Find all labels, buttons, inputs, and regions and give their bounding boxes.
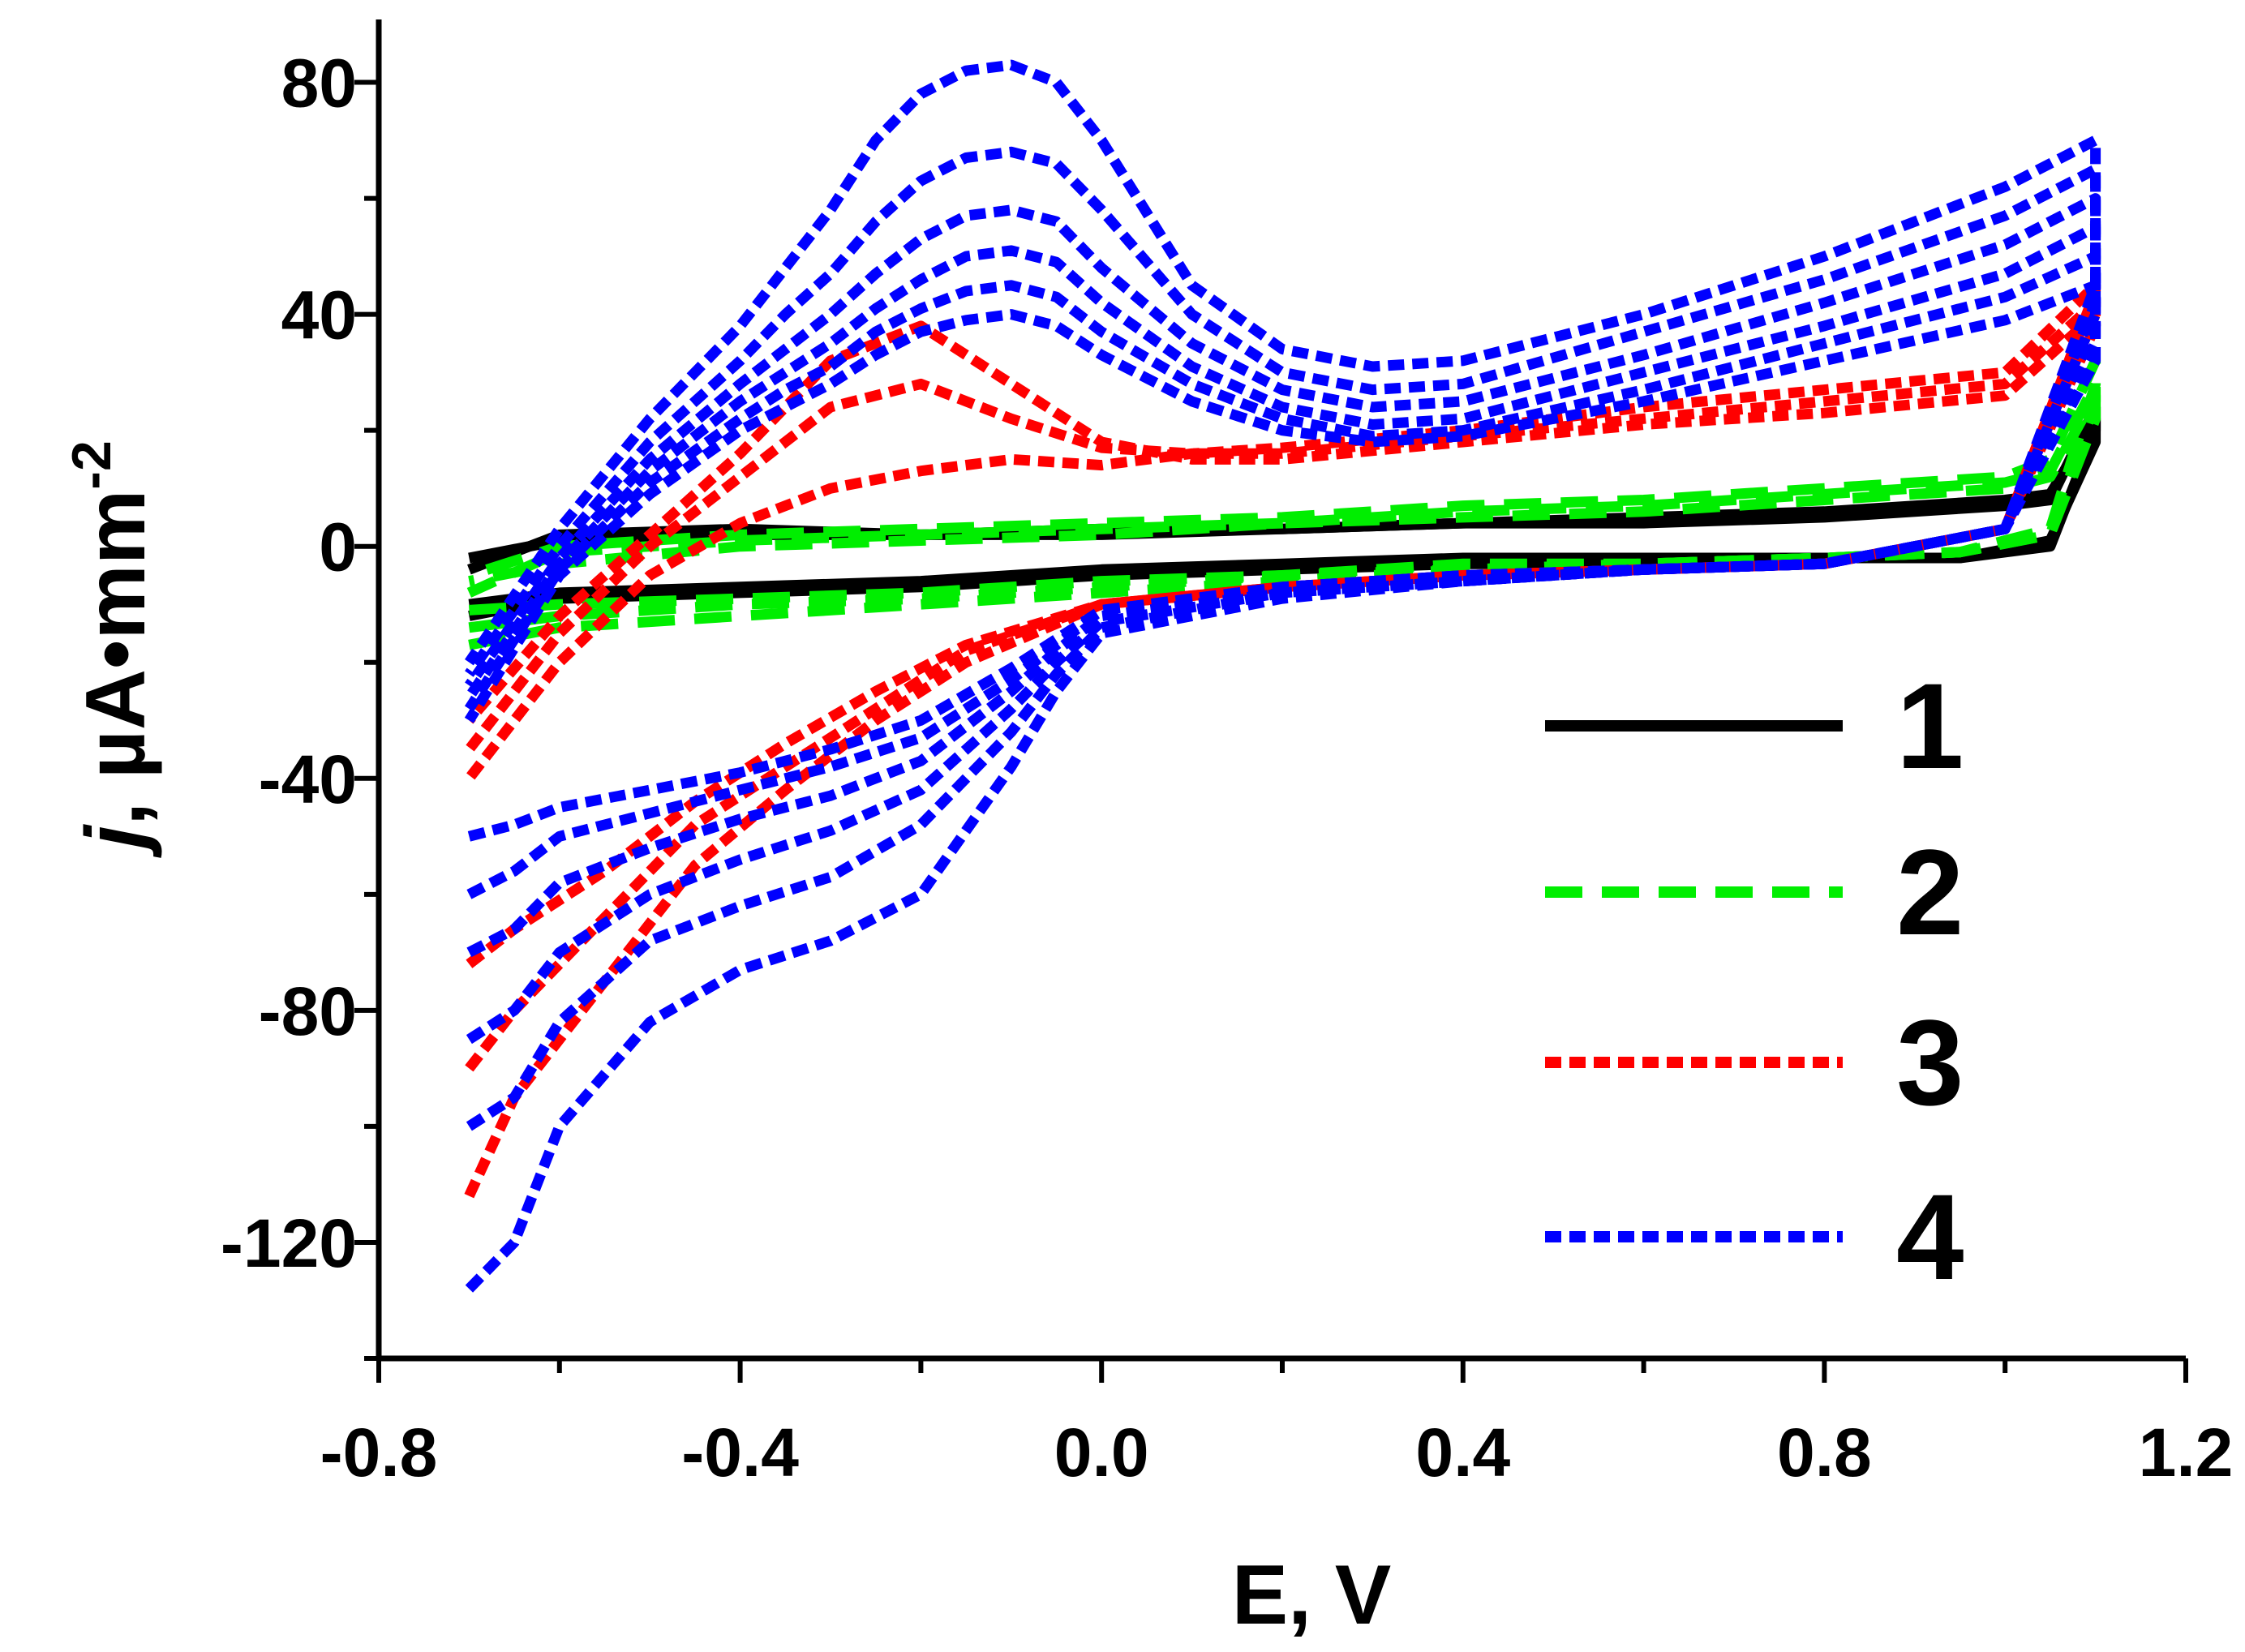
y-axis-title-italic: j	[69, 824, 163, 859]
series-2-cycle-3	[468, 390, 2101, 616]
y-axis-title-sup: -2	[61, 440, 122, 489]
y-tick-label: 80	[281, 45, 357, 122]
y-tick-label: 40	[281, 277, 357, 354]
x-tick-label: -0.4	[681, 1414, 799, 1491]
series-4-cycle-1	[465, 59, 2101, 1293]
x-tick-label: 0.0	[1054, 1414, 1149, 1491]
legend-label-4: 4	[1896, 1169, 1964, 1305]
series-4-cycle-2	[465, 146, 2101, 1131]
x-tick-label: 1.2	[2139, 1414, 2234, 1491]
y-tick-label: 0	[319, 509, 357, 586]
y-tick-label: -120	[221, 1205, 357, 1281]
legend-label-1: 1	[1896, 658, 1964, 794]
legend: 1 2 3 4	[1545, 658, 1964, 1305]
curves-layer	[464, 59, 2101, 1293]
legend-label-3: 3	[1896, 994, 1964, 1131]
y-axis-title-main: , µA•mm	[69, 490, 163, 826]
series-1-cycle-2	[467, 413, 2101, 621]
y-tick-label: -80	[259, 973, 357, 1049]
series-4-cycle-6	[464, 280, 2101, 842]
series-4-cycle-4	[465, 221, 2101, 958]
axes-layer	[354, 19, 2188, 1383]
series-4-cycle-5	[464, 251, 2101, 899]
y-axis-title: j, µA•mm-2	[61, 440, 163, 859]
x-tick-label: -0.8	[320, 1414, 438, 1491]
x-axis-title: E, V	[1232, 1548, 1392, 1642]
x-tick-label: 0.8	[1777, 1414, 1872, 1491]
y-tick-label: -40	[259, 741, 357, 817]
legend-label-2: 2	[1896, 824, 1964, 960]
series-2-cycle-1	[467, 355, 2101, 650]
x-tick-label: 0.4	[1415, 1414, 1510, 1491]
series-4-cycle-3	[465, 193, 2101, 1045]
tick-labels-layer: -0.8 -0.4 0.0 0.4 0.8 1.2 80 40 0 -40 -80 -120	[221, 45, 2234, 1491]
